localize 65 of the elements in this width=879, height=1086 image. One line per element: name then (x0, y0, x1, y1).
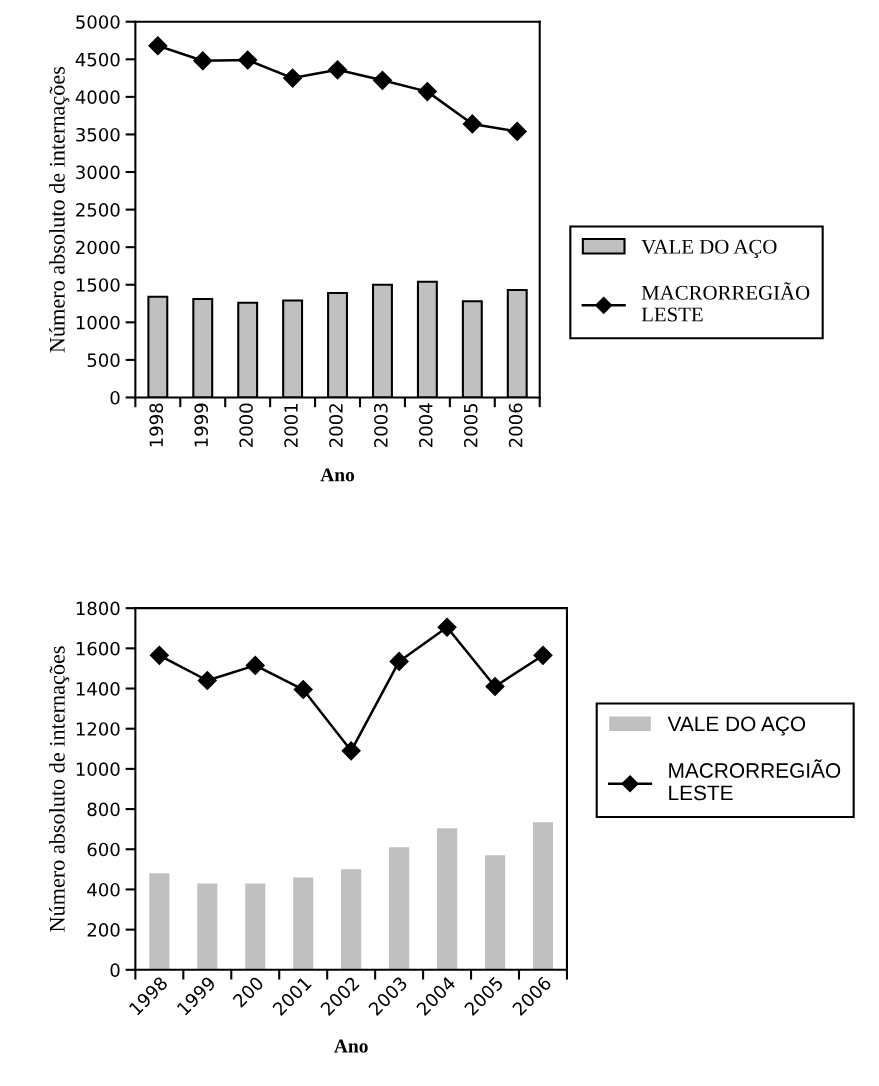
point (462, 114, 482, 134)
x-tick-label: 1998 (149, 403, 164, 447)
legend-label: MACRORREGIÃO LESTE (669, 759, 841, 801)
x-tick-label: 2001 (284, 404, 298, 447)
x-tick-label: 2002 (329, 404, 343, 447)
y-tick-label: 1000 (76, 762, 120, 776)
bar (484, 855, 506, 970)
point (149, 645, 169, 665)
x-axis-title: Ano (334, 1039, 368, 1053)
y-tick-label: 600 (87, 842, 120, 857)
x-tick-label: 2005 (463, 403, 478, 447)
y-tick-label: 800 (87, 802, 120, 817)
bar (389, 847, 410, 970)
y-tick-label: 0 (110, 963, 120, 977)
point (389, 651, 409, 671)
y-tick-label: 1800 (76, 601, 120, 616)
y-axis-title: Número absoluto de internações (49, 66, 70, 353)
y-tick-label: 1200 (76, 722, 120, 736)
bar (437, 828, 458, 970)
y-tick-label: 500 (87, 353, 120, 368)
point (238, 50, 258, 70)
y-tick-label: 4500 (75, 52, 120, 67)
y-tick-label: 2000 (76, 240, 120, 255)
point (283, 68, 303, 88)
legend-label: VALE DO AÇO (667, 716, 806, 736)
point (148, 36, 168, 56)
y-tick-label: 1000 (76, 315, 120, 330)
x-axis-title: Ano (320, 468, 355, 482)
point (417, 82, 437, 102)
y-tick-label: 200 (87, 923, 120, 937)
point (437, 617, 457, 637)
y-tick-label: 1400 (76, 681, 120, 696)
y-tick-label: 1600 (76, 641, 120, 656)
point (293, 679, 313, 700)
y-tick-label: 400 (87, 882, 120, 897)
y-tick-label: 5000 (76, 15, 120, 29)
y-axis-title: Número absoluto de internações (49, 646, 70, 932)
y-tick-label: 4000 (75, 90, 120, 104)
y-tick-label: 3500 (76, 127, 120, 142)
legend-label: MACRORREGIÃO LESTE (641, 282, 810, 322)
legend-label: VALE DO AÇO (641, 239, 777, 258)
point (193, 51, 213, 71)
point (485, 676, 505, 697)
bar (197, 883, 218, 970)
bar (341, 869, 362, 970)
y-tick-label: 0 (110, 390, 120, 405)
x-tick-label: 2000 (239, 403, 253, 447)
x-tick-label: 2003 (374, 403, 388, 447)
x-tick-label: 2004 (418, 403, 433, 447)
point (372, 70, 392, 90)
x-tick-label: 2006 (508, 403, 523, 447)
point (328, 60, 348, 80)
y-tick-label: 3000 (76, 165, 120, 180)
point (533, 645, 553, 665)
bar (149, 873, 170, 970)
x-tick-label: 1999 (194, 403, 208, 447)
y-tick-label: 1500 (76, 278, 120, 292)
point (245, 655, 265, 675)
bar (293, 877, 314, 970)
bar (532, 822, 554, 970)
point (507, 121, 527, 141)
point (341, 741, 361, 761)
y-tick-label: 2500 (76, 203, 120, 217)
point (197, 670, 217, 691)
bar (245, 883, 266, 970)
